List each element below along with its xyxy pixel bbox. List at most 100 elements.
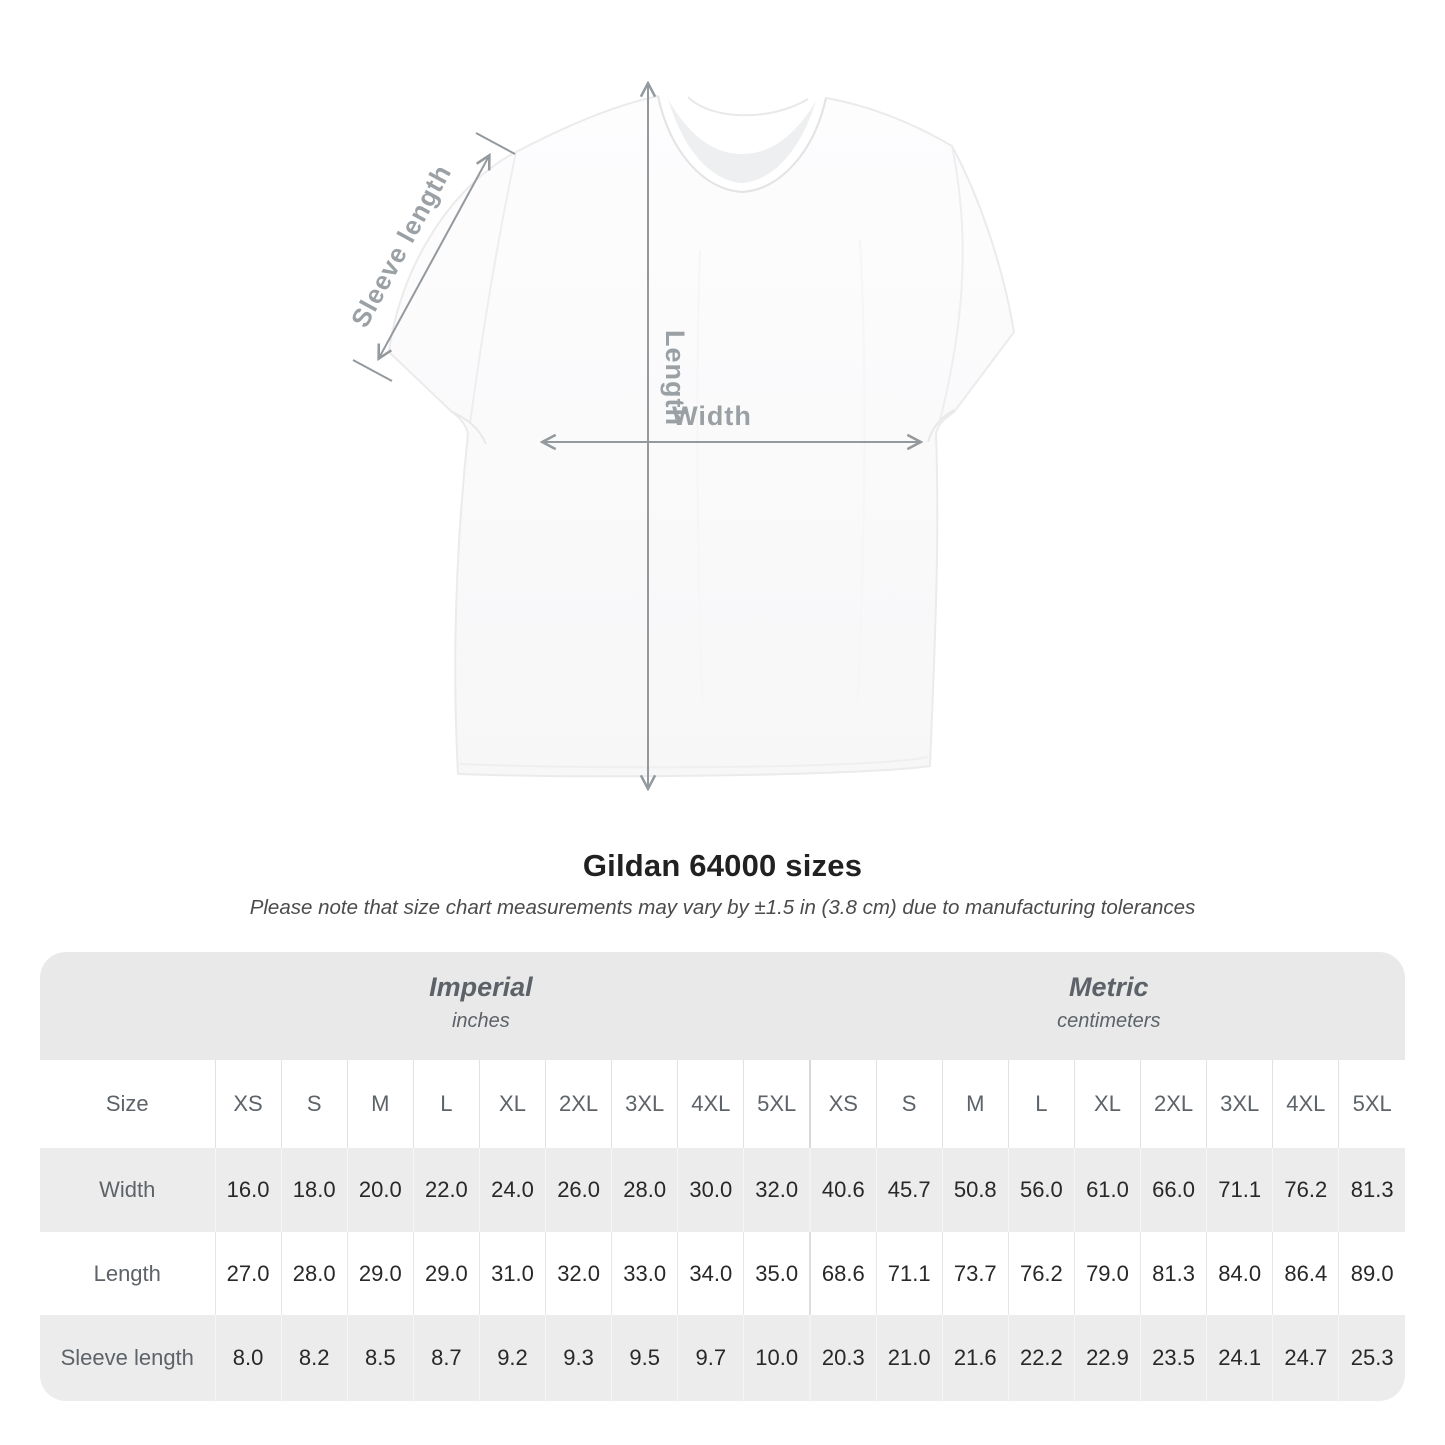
unit-header-band: Imperial inches Metric centimeters xyxy=(40,952,1405,1060)
size-cell: 3XL xyxy=(1206,1060,1273,1148)
size-cell: XS xyxy=(214,1060,282,1148)
size-cell: 2XL xyxy=(1140,1060,1207,1148)
page-title: Gildan 64000 sizes xyxy=(582,848,863,883)
value-cell: 22.0 xyxy=(412,1148,480,1232)
value-cell: 71.1 xyxy=(875,1232,943,1315)
value-cell: 45.7 xyxy=(875,1148,943,1232)
value-cell: 26.0 xyxy=(545,1148,612,1232)
size-cell: L xyxy=(412,1060,480,1148)
value-cell: 20.3 xyxy=(808,1315,877,1401)
size-cell: S xyxy=(280,1060,348,1148)
imperial-subtitle: inches xyxy=(451,1010,510,1032)
value-cell: 8.0 xyxy=(214,1315,282,1401)
value-cell: 8.5 xyxy=(346,1315,414,1401)
value-cell: 86.4 xyxy=(1272,1232,1339,1315)
value-cell: 76.2 xyxy=(1272,1148,1339,1232)
value-cell: 21.0 xyxy=(875,1315,943,1401)
size-cell: XS xyxy=(808,1060,877,1148)
value-cell: 23.5 xyxy=(1140,1315,1207,1401)
value-cell: 9.3 xyxy=(545,1315,612,1401)
value-cell: 24.7 xyxy=(1272,1315,1339,1401)
value-cell: 61.0 xyxy=(1073,1148,1141,1232)
table-row-sleeve-length: Sleeve length 8.0 8.2 8.5 8.7 9.2 9.3 9.… xyxy=(40,1315,1405,1401)
value-cell: 8.2 xyxy=(280,1315,348,1401)
value-cell: 28.0 xyxy=(280,1232,348,1315)
size-cell: 4XL xyxy=(1272,1060,1339,1148)
sleeve-arrow-tick-bottom xyxy=(352,359,393,382)
length-label: Length xyxy=(660,330,690,426)
size-cell: 4XL xyxy=(677,1060,744,1148)
value-cell: 66.0 xyxy=(1140,1148,1207,1232)
row-label: Width xyxy=(40,1148,215,1232)
value-cell: 21.6 xyxy=(941,1315,1009,1401)
value-cell: 89.0 xyxy=(1338,1232,1405,1315)
value-cell: 40.6 xyxy=(808,1148,877,1232)
value-cell: 9.2 xyxy=(478,1315,546,1401)
value-cell: 56.0 xyxy=(1007,1148,1075,1232)
table-row-length: Length 27.0 28.0 29.0 29.0 31.0 32.0 33.… xyxy=(40,1232,1405,1315)
size-header-label: Size xyxy=(40,1060,215,1148)
value-cell: 22.2 xyxy=(1007,1315,1075,1401)
tshirt-image: Length Width Sleeve length xyxy=(345,0,1015,850)
value-cell: 28.0 xyxy=(611,1148,678,1232)
tshirt-diagram: Length Width Sleeve length xyxy=(345,0,1015,850)
width-label: Width xyxy=(672,401,752,431)
value-cell: 68.6 xyxy=(808,1232,877,1315)
table-row-width: Width 16.0 18.0 20.0 22.0 24.0 26.0 28.0… xyxy=(40,1148,1405,1232)
value-cell: 81.3 xyxy=(1338,1148,1405,1232)
size-cell: L xyxy=(1007,1060,1075,1148)
metric-subtitle: centimeters xyxy=(1057,1010,1161,1032)
value-cell: 29.0 xyxy=(412,1232,480,1315)
size-cell: XL xyxy=(478,1060,546,1148)
size-cell: XL xyxy=(1073,1060,1141,1148)
value-cell: 33.0 xyxy=(611,1232,678,1315)
value-cell: 25.3 xyxy=(1338,1315,1405,1401)
tshirt-shape xyxy=(388,95,1015,778)
value-cell: 18.0 xyxy=(280,1148,348,1232)
value-cell: 34.0 xyxy=(677,1232,744,1315)
value-cell: 9.5 xyxy=(611,1315,678,1401)
collar-opening xyxy=(668,99,816,183)
row-label: Length xyxy=(40,1232,215,1315)
size-cell: 5XL xyxy=(743,1060,810,1148)
value-cell: 79.0 xyxy=(1073,1232,1141,1315)
size-cell: M xyxy=(941,1060,1009,1148)
tolerance-note: Please note that size chart measurements… xyxy=(249,896,1196,919)
value-cell: 22.9 xyxy=(1073,1315,1141,1401)
value-cell: 84.0 xyxy=(1206,1232,1273,1315)
unit-group-imperial: Imperial inches xyxy=(429,972,533,1033)
size-cell: 3XL xyxy=(611,1060,678,1148)
value-cell: 35.0 xyxy=(743,1232,810,1315)
imperial-title: Imperial xyxy=(429,972,533,1002)
value-cell: 16.0 xyxy=(214,1148,282,1232)
value-cell: 71.1 xyxy=(1206,1148,1273,1232)
row-label: Sleeve length xyxy=(40,1315,215,1401)
size-table-grid: Size XS S M L XL 2XL 3XL 4XL 5XL XS S M … xyxy=(40,1060,1405,1401)
value-cell: 32.0 xyxy=(545,1232,612,1315)
value-cell: 50.8 xyxy=(941,1148,1009,1232)
value-cell: 20.0 xyxy=(346,1148,414,1232)
value-cell: 76.2 xyxy=(1007,1232,1075,1315)
value-cell: 24.1 xyxy=(1206,1315,1273,1401)
value-cell: 81.3 xyxy=(1140,1232,1207,1315)
value-cell: 8.7 xyxy=(412,1315,480,1401)
sleeve-arrow-tick-top xyxy=(475,132,516,155)
value-cell: 27.0 xyxy=(214,1232,282,1315)
value-cell: 9.7 xyxy=(677,1315,744,1401)
unit-group-metric: Metric centimeters xyxy=(1057,972,1160,1033)
sleeve-arrow xyxy=(379,156,489,358)
value-cell: 24.0 xyxy=(478,1148,546,1232)
size-cell: 2XL xyxy=(545,1060,612,1148)
size-cell: 5XL xyxy=(1338,1060,1405,1148)
value-cell: 30.0 xyxy=(677,1148,744,1232)
value-cell: 32.0 xyxy=(743,1148,810,1232)
metric-title: Metric xyxy=(1069,972,1149,1002)
value-cell: 31.0 xyxy=(478,1232,546,1315)
value-cell: 29.0 xyxy=(346,1232,414,1315)
value-cell: 10.0 xyxy=(743,1315,810,1401)
value-cell: 73.7 xyxy=(941,1232,1009,1315)
size-chart: Imperial inches Metric centimeters Size … xyxy=(40,952,1405,1401)
size-header-row: Size XS S M L XL 2XL 3XL 4XL 5XL XS S M … xyxy=(40,1060,1405,1148)
size-cell: S xyxy=(875,1060,943,1148)
